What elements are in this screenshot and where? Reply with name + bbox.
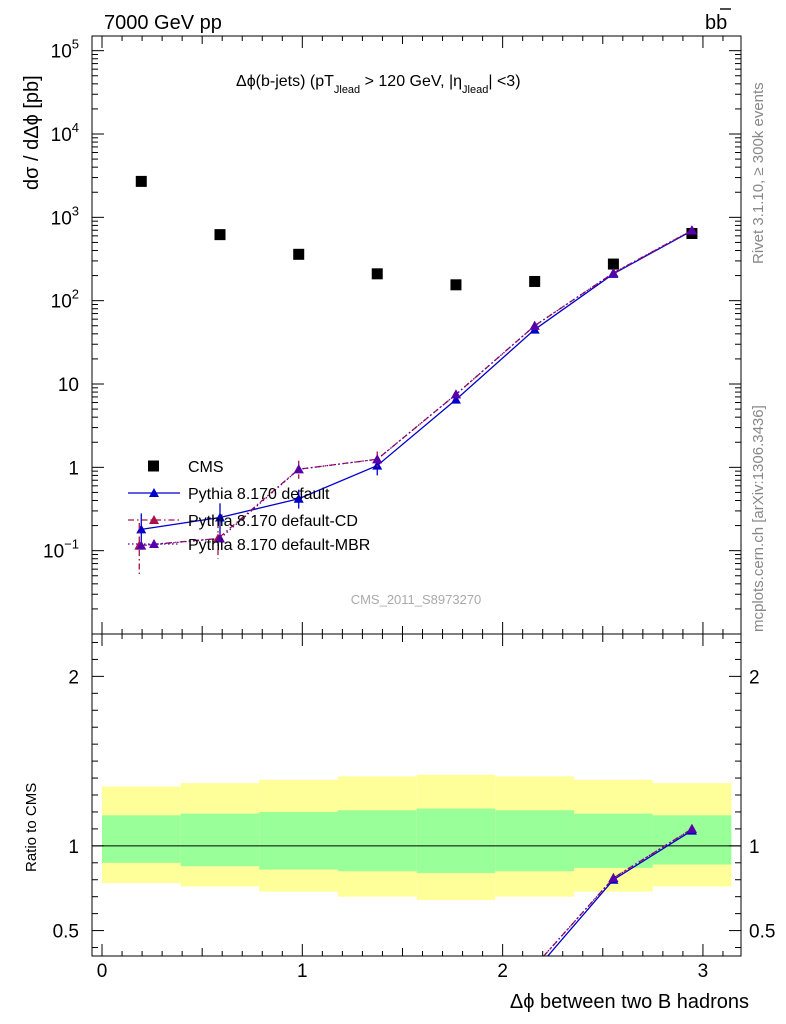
pythia-data-point [608, 267, 619, 277]
pythia-data-point [136, 540, 147, 550]
pythia-data-point [529, 320, 540, 330]
energy-label: 7000 GeV pp [104, 12, 222, 34]
stat-uncertainty-band [259, 811, 338, 870]
cms-data-point [450, 279, 462, 291]
stat-uncertainty-band [495, 810, 574, 872]
stat-uncertainty-band [416, 808, 496, 873]
side-label-bottom: mcplots.cern.ch [arXiv:1306.3436] [750, 405, 767, 632]
x-tick-label: 0 [97, 961, 108, 982]
y-tick-base: 10 [51, 42, 72, 63]
main-plot-title: Δϕ(b-jets) (pTJlead > 120 GeV, |ηJlead| … [236, 73, 521, 96]
y-tick-label: 103 [51, 203, 79, 229]
legend: CMS Pythia 8.170 default Pythia 8.170 defa… [128, 459, 370, 554]
stat-uncertainty-band [573, 813, 653, 868]
ratio-y-tick-label: 2 [68, 667, 79, 688]
legend-entry: Pythia 8.170 default-MBR [128, 537, 370, 554]
title-suffix: | <3) [488, 73, 520, 90]
ratio-panel-data [542, 823, 697, 956]
main-panel-data [134, 175, 698, 576]
title-sub1: Jlead [334, 84, 360, 96]
side-label-top: Rivet 3.1.10, ≥ 300k events [750, 82, 767, 264]
legend-entry: Pythia 8.170 default-CD [128, 513, 358, 530]
title-sub2: Jlead [462, 84, 488, 96]
legend-entry: Pythia 8.170 default [128, 486, 330, 503]
ratio-y-tick-label: 1 [68, 837, 79, 858]
y-tick-label: 105 [51, 37, 79, 63]
stat-uncertainty-band [180, 813, 260, 867]
ratio-ylabel: Ratio to CMS [23, 783, 40, 872]
legend-marker [148, 460, 159, 472]
legend-marker [149, 488, 159, 497]
y-tick-label: 104 [51, 120, 79, 146]
process-label: bb [705, 8, 731, 34]
stat-uncertainty-band [337, 810, 417, 872]
y-tick-base: 10 [51, 208, 72, 229]
ratio-y-tick-label-right: 2 [749, 667, 760, 688]
y-tick-base: 10 [43, 542, 64, 563]
series-line [141, 230, 693, 531]
pythia-data-point [293, 464, 304, 474]
y-tick-label: 10−1 [43, 537, 79, 563]
cms-data-point [529, 275, 541, 287]
ratio-uncertainty-bands [92, 774, 741, 901]
cms-data-point [371, 268, 383, 280]
y-tick-base: 10 [51, 125, 72, 146]
pythia-data-point [450, 389, 461, 399]
title-prefix: Δϕ(b-jets) (pT [236, 73, 334, 90]
pythia-data-point [293, 493, 304, 503]
ratio-y-tick-label: 0.5 [53, 922, 79, 943]
y-tick-exp: 4 [72, 120, 79, 135]
y-tick-exp: −1 [64, 537, 79, 552]
cms-data-point [607, 258, 619, 270]
ratio-y-tick-label-right: 1 [749, 837, 760, 858]
legend-label: Pythia 8.170 default-MBR [188, 537, 370, 554]
title-mid: > 120 GeV, |η [360, 73, 462, 90]
pythia-data-point [450, 394, 461, 404]
pythia-data-point [214, 533, 225, 543]
y-tick-label: 1 [68, 458, 79, 479]
pythia-data-point [372, 454, 383, 464]
x-tick-label: 3 [698, 961, 709, 982]
legend-marker [149, 539, 159, 548]
x-tick-label: 2 [497, 961, 508, 982]
legend-label: CMS [188, 459, 224, 476]
cms-data-point [135, 175, 147, 187]
analysis-id: CMS_2011_S8973270 [351, 592, 482, 607]
pythia-data-point [136, 524, 147, 534]
ratio-y-tick-label-right: 0.5 [749, 922, 775, 943]
main-ylabel: dσ / dΔϕ [pb] [21, 75, 43, 190]
y-tick-label: 102 [51, 287, 79, 313]
legend-marker [149, 515, 159, 524]
ratio-series-pythia-8-170-default-mbr [542, 823, 697, 956]
cms-data-point [214, 229, 226, 241]
y-tick-exp: 2 [72, 287, 79, 302]
stat-uncertainty-band [652, 815, 732, 865]
cms-data-point [293, 248, 305, 260]
legend-label: Pythia 8.170 default [188, 486, 330, 503]
series-pythia-8-170-default-mbr [136, 225, 697, 550]
y-tick-exp: 5 [72, 37, 79, 52]
series-line [141, 229, 693, 547]
y-tick-exp: 3 [72, 203, 79, 218]
process-label-text: bb [705, 12, 727, 34]
pythia-data-point [686, 225, 697, 235]
ratio-point [686, 823, 697, 833]
pythia-data-point [214, 512, 225, 522]
ratio-xlabel: Δϕ between two B hadrons [510, 991, 749, 1013]
y-tick-label: 10 [58, 375, 79, 396]
legend-entry: CMS [148, 459, 224, 476]
legend-label: Pythia 8.170 default-CD [188, 513, 358, 530]
stat-uncertainty-band [102, 815, 181, 863]
y-tick-base: 10 [51, 292, 72, 313]
ratio-point [608, 873, 619, 883]
x-tick-label: 1 [297, 961, 308, 982]
